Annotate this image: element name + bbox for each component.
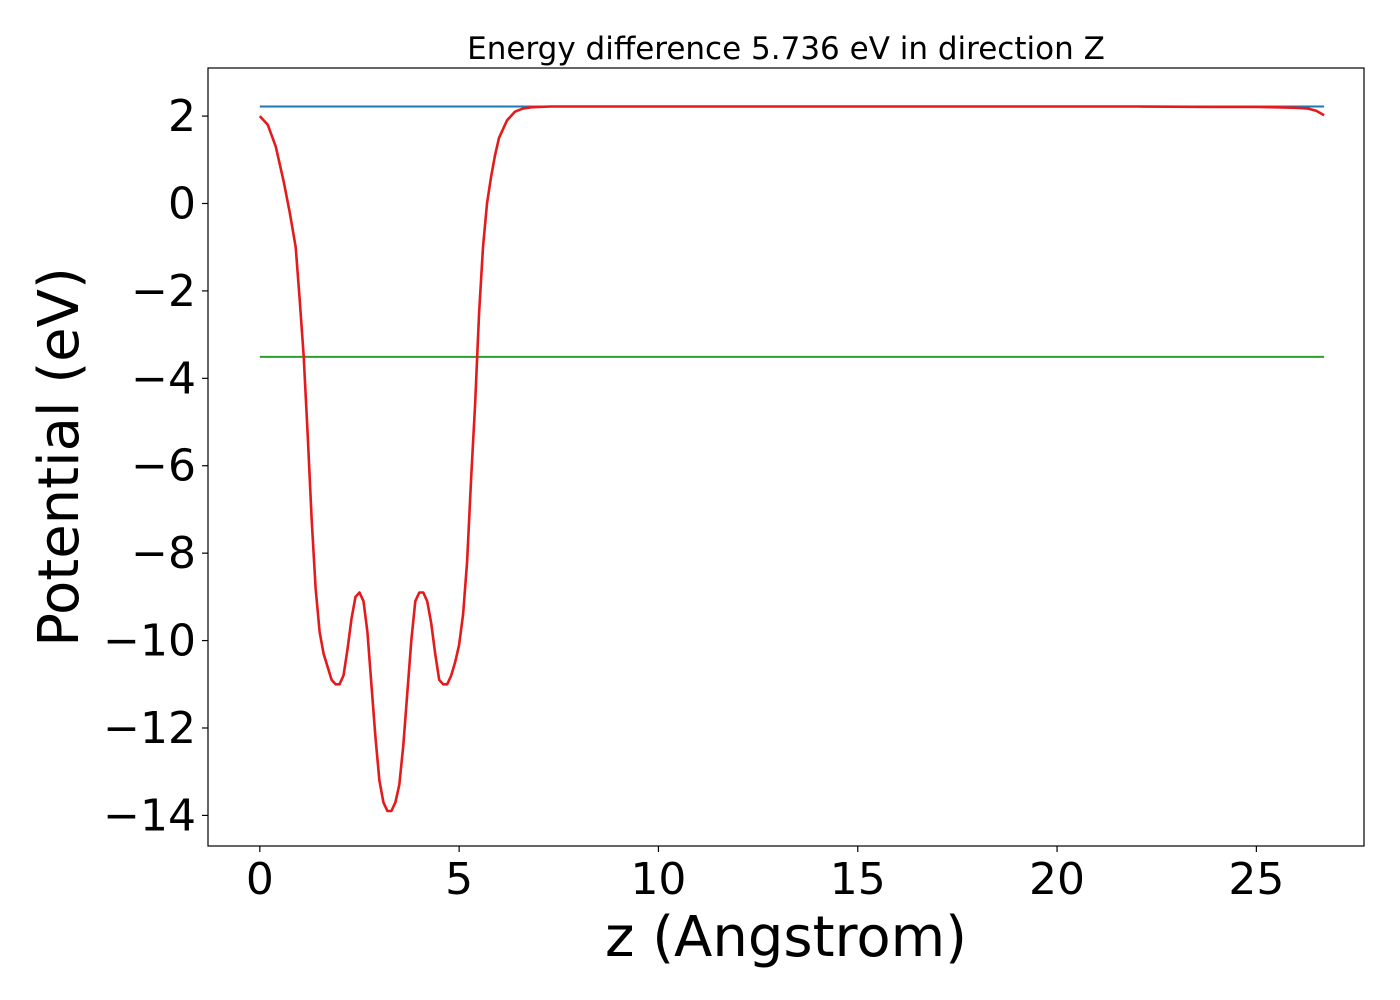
y-tick-label: −12 <box>103 703 196 754</box>
y-axis-label: Potential (eV) <box>27 267 92 647</box>
x-tick-label: 10 <box>630 854 686 905</box>
y-tick-label: −2 <box>131 266 196 317</box>
y-tick-label: 0 <box>168 178 196 229</box>
series-line-3 <box>258 105 1325 813</box>
x-tick-label: 20 <box>1029 854 1085 905</box>
y-tick-label: −14 <box>103 790 196 841</box>
x-tick-label: 5 <box>445 854 473 905</box>
y-tick-label: −4 <box>131 353 196 404</box>
x-axis-label: z (Angstrom) <box>605 905 967 970</box>
x-tick-label: 15 <box>830 854 886 905</box>
plot-frame <box>207 67 1365 847</box>
x-axis: 0 5 10 15 20 25 <box>246 846 1284 905</box>
y-tick-label: −6 <box>131 441 196 492</box>
y-tick-label: −10 <box>103 616 196 667</box>
series-layer <box>258 105 1325 813</box>
x-tick-label: 25 <box>1228 854 1284 905</box>
y-tick-label: 2 <box>168 91 196 142</box>
x-tick-label: 0 <box>246 854 274 905</box>
chart-title: Energy difference 5.736 eV in direction … <box>467 31 1105 67</box>
y-tick-label: −8 <box>131 528 196 579</box>
y-axis: 2 0 −2 −4 −6 −8 −10 −12 −14 <box>103 91 208 841</box>
